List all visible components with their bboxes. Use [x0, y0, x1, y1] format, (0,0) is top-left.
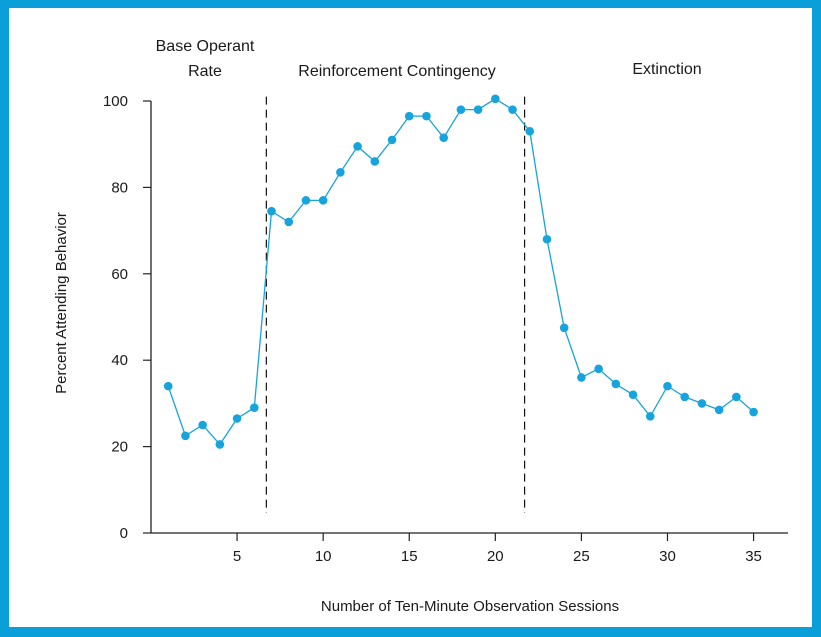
- data-point: [163, 381, 173, 391]
- x-tick-label: 35: [745, 548, 762, 565]
- x-tick-label: 30: [659, 548, 676, 565]
- y-tick-label: 40: [111, 352, 128, 369]
- data-point: [611, 379, 621, 389]
- data-point: [387, 135, 397, 145]
- data-point: [422, 111, 431, 121]
- data-point: [370, 157, 380, 166]
- axes: 0 20 40 60 80 100 5 10 15 20 25 30 35: [103, 93, 788, 565]
- phase-label-baseline-line2: Rate: [188, 63, 222, 80]
- data-point: [491, 94, 500, 104]
- y-tick-label: 60: [111, 266, 128, 283]
- data-point: [318, 196, 328, 205]
- data-point: [473, 105, 483, 114]
- x-axis-title: Number of Ten-Minute Observation Session…: [321, 598, 619, 615]
- data-point: [215, 440, 225, 449]
- phase-lines: [265, 96, 526, 513]
- data-point: [577, 373, 586, 382]
- data-point: [749, 407, 758, 417]
- y-tick-label: 20: [111, 439, 128, 456]
- y-axis-title: Percent Attending Behavior: [53, 212, 70, 394]
- data-point: [542, 234, 552, 244]
- data-point: [249, 403, 259, 413]
- data-point: [353, 142, 362, 151]
- phase-label-reinforcement: Reinforcement Contingency: [298, 63, 495, 80]
- data-point: [559, 323, 569, 333]
- x-tick-label: 10: [315, 548, 332, 565]
- phase-label-baseline-line1: Base Operant: [156, 38, 255, 55]
- y-tick-label: 80: [111, 179, 128, 196]
- data-point: [301, 196, 311, 205]
- data-point: [663, 381, 672, 391]
- data-point: [181, 431, 190, 441]
- x-tick-label: 20: [487, 548, 504, 565]
- data-point: [284, 217, 294, 227]
- data-point: [628, 390, 638, 400]
- data-point: [594, 364, 603, 374]
- data-point: [508, 105, 517, 114]
- data-point: [336, 167, 345, 177]
- data-point: [267, 206, 276, 216]
- data-point: [525, 126, 535, 136]
- data-point: [697, 399, 707, 408]
- y-tick-label: 0: [120, 525, 128, 542]
- data-point: [680, 392, 690, 402]
- chart-labels: Base Operant Rate Reinforcement Continge…: [53, 38, 702, 615]
- data-point: [404, 111, 414, 121]
- x-tick-label: 15: [401, 548, 418, 565]
- y-tick-label: 100: [103, 93, 128, 110]
- data-point: [439, 133, 448, 143]
- data-point: [456, 105, 466, 114]
- phase-label-extinction: Extinction: [632, 61, 701, 78]
- data-point: [645, 412, 655, 421]
- data-point: [714, 405, 724, 415]
- series-line: [167, 98, 755, 446]
- data-series: [163, 94, 758, 449]
- data-point: [732, 392, 741, 402]
- x-tick-label: 5: [233, 548, 241, 565]
- x-tick-label: 25: [573, 548, 590, 565]
- data-point: [232, 414, 242, 423]
- data-point: [198, 420, 207, 430]
